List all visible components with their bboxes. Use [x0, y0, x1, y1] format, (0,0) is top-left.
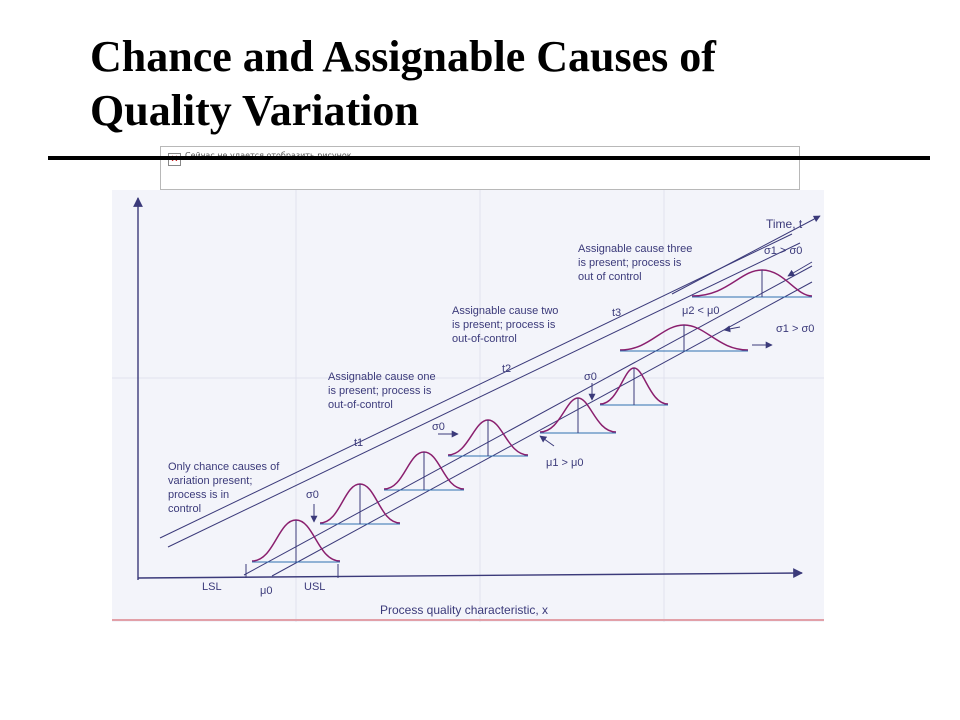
- slide-title: Chance and Assignable Causes of Quality …: [90, 30, 910, 138]
- image-placeholder-text: Сейчас не удается отобразить рисунок.: [185, 151, 354, 160]
- t3-label: t3: [612, 307, 621, 319]
- note-chance-line: Only chance causes of: [168, 461, 280, 473]
- time-guide-lines: [159, 233, 813, 577]
- note-cause2-line: is present; process is: [452, 319, 556, 331]
- note-chance-line: variation present;: [168, 475, 252, 487]
- mu1-relation-label: μ1 > μ0: [546, 457, 583, 469]
- sigma1-relation-label-b: σ1 > σ0: [764, 245, 802, 257]
- variation-diagram: Time, t Process quality characteristic, …: [112, 190, 824, 622]
- time-axis-arrow: [671, 215, 821, 295]
- note-assignable-cause-two: Assignable cause two is present; process…: [452, 305, 558, 345]
- note-cause1-line: is present; process is: [328, 385, 432, 397]
- note-cause3-line: out of control: [578, 271, 642, 283]
- diagram-background: [112, 190, 824, 622]
- note-chance-line: process is in: [168, 489, 229, 501]
- note-chance-causes: Only chance causes of variation present;…: [168, 461, 280, 515]
- note-assignable-cause-one: Assignable cause one is present; process…: [328, 371, 436, 411]
- indicator-arrows: [310, 261, 813, 523]
- t1-label: t1: [354, 437, 363, 449]
- usl-label: USL: [304, 581, 325, 593]
- sigma0-label-b: σ0: [432, 421, 445, 433]
- image-placeholder-frame: [160, 146, 800, 190]
- sigma1-relation-label-a: σ1 > σ0: [776, 323, 814, 335]
- time-axis-label: Time, t: [766, 217, 803, 231]
- t2-label: t2: [502, 363, 511, 375]
- sigma0-label-c: σ0: [584, 371, 597, 383]
- note-cause2-line: Assignable cause two: [452, 305, 558, 317]
- note-cause1-line: out-of-control: [328, 399, 393, 411]
- lsl-label: LSL: [202, 581, 222, 593]
- sigma0-label-a: σ0: [306, 489, 319, 501]
- variation-diagram-svg: Time, t Process quality characteristic, …: [112, 190, 824, 622]
- mean-marks: [295, 270, 763, 562]
- note-cause3-line: is present; process is: [578, 257, 682, 269]
- mu0-label: μ0: [260, 585, 272, 597]
- x-axis-label: Process quality characteristic, x: [380, 603, 548, 617]
- mu2-relation-label: μ2 < μ0: [682, 305, 719, 317]
- x-axis: [137, 568, 803, 579]
- note-cause2-line: out-of-control: [452, 333, 517, 345]
- title-underline: [48, 156, 930, 160]
- slide-title-line2: Quality Variation: [90, 86, 419, 135]
- note-assignable-cause-three: Assignable cause three is present; proce…: [578, 243, 692, 283]
- slide-title-line1: Chance and Assignable Causes of: [90, 32, 716, 81]
- note-cause3-line: Assignable cause three: [578, 243, 692, 255]
- note-chance-line: control: [168, 503, 201, 515]
- note-cause1-line: Assignable cause one: [328, 371, 436, 383]
